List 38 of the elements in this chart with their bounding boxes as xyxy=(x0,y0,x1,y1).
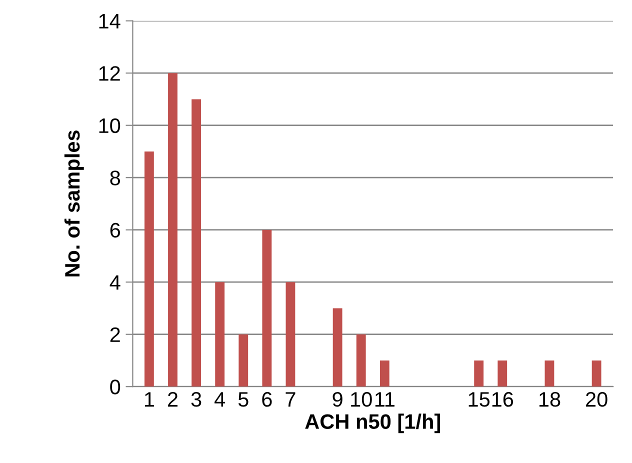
bar xyxy=(356,334,366,387)
x-tick-label: 4 xyxy=(214,392,226,407)
y-tick-label: 10 xyxy=(99,118,120,134)
y-tick-label: 4 xyxy=(110,275,120,290)
x-tick-label: 16 xyxy=(492,392,514,407)
bar xyxy=(498,360,508,387)
y-axis-title: No. of samples xyxy=(64,130,84,276)
x-tick-label: 7 xyxy=(286,392,296,407)
x-tick-label: 10 xyxy=(351,392,372,407)
bar xyxy=(144,151,154,387)
x-tick-label: 3 xyxy=(191,392,202,407)
x-tick-label: 20 xyxy=(586,392,608,407)
bar xyxy=(286,282,296,387)
bar xyxy=(238,334,248,387)
x-tick-label: 18 xyxy=(539,392,560,407)
y-tick-label: 8 xyxy=(110,170,120,186)
y-tick-label: 6 xyxy=(110,222,120,238)
x-tick-label: 1 xyxy=(144,392,154,407)
x-tick-label: 11 xyxy=(375,392,394,407)
bar xyxy=(262,230,272,387)
bar xyxy=(474,360,484,387)
bar xyxy=(544,360,554,387)
bar xyxy=(215,282,225,387)
x-tick-label: 9 xyxy=(332,392,342,407)
y-tick-label: 2 xyxy=(110,327,120,342)
x-tick-label: 15 xyxy=(468,392,490,407)
bar xyxy=(168,73,178,387)
bar xyxy=(592,360,602,387)
y-tick-label: 0 xyxy=(110,380,120,394)
y-tick-label: 14 xyxy=(99,14,120,28)
x-tick-label: 2 xyxy=(168,392,178,407)
bar xyxy=(380,360,390,387)
bar xyxy=(332,308,342,387)
x-tick-label: 5 xyxy=(238,392,248,407)
y-tick-label: 12 xyxy=(99,66,120,81)
bar xyxy=(192,99,201,387)
x-tick-label: 6 xyxy=(262,392,272,407)
x-axis-title: ACH n50 [1/h] xyxy=(305,414,440,434)
